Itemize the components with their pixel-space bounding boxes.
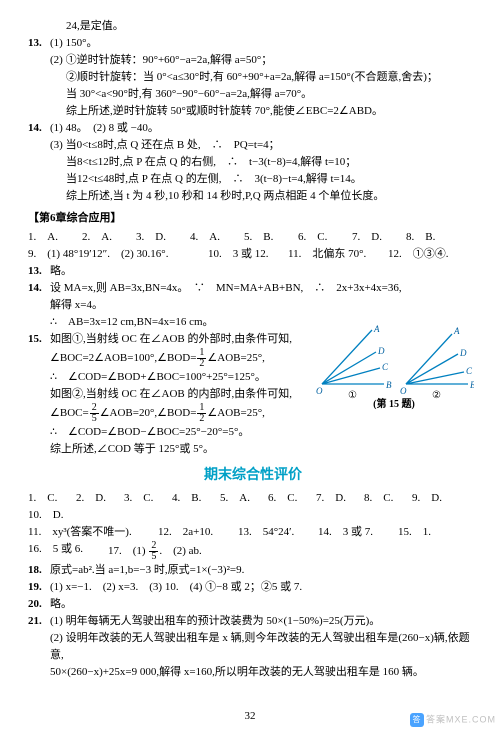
ans: 10. 3 或 12. xyxy=(208,246,288,263)
q-body: (1) 48。 (2) 8 或 −40。 xyxy=(50,120,478,137)
q14: 14. 设 MA=x,则 AB=3x,BN=4x。 ∵ MN=MA+AB+BN,… xyxy=(28,280,478,297)
answer-row: 1. C. 2. D. 3. C. 4. B. 5. A. 6. C. 7. D… xyxy=(28,490,478,507)
q-number: 13. xyxy=(28,35,50,52)
section-title: 【第6章综合应用】 xyxy=(28,210,478,227)
ans: 8. B. xyxy=(406,229,460,246)
ans: 4. B. xyxy=(172,490,220,507)
ans: 1. C. xyxy=(28,490,76,507)
q13: 13. 略。 xyxy=(28,263,478,280)
ans: 5. B. xyxy=(244,229,298,246)
fraction: 12 xyxy=(196,403,207,424)
answer-row: 1. A. 2. A. 3. D. 4. A. 5. B. 6. C. 7. D… xyxy=(28,229,478,246)
text-line: 综上所述,逆时针旋转 50°或顺时针旋转 70°,能使∠EBC=2∠ABD。 xyxy=(28,103,478,120)
q-number: 15. xyxy=(28,331,50,348)
answer-row: 10. D. xyxy=(28,507,478,524)
svg-text:O: O xyxy=(316,386,323,396)
fraction: 25 xyxy=(148,541,159,562)
q19: 19. (1) x=−1. (2) x=3. (3) 10. (4) ①−8 或… xyxy=(28,579,478,596)
watermark-icon: 答 xyxy=(410,713,424,727)
text-line: 当 30°<a<90°时,有 360°−90°−60°−a=2a,解得 a=70… xyxy=(28,86,478,103)
svg-text:C: C xyxy=(466,366,473,376)
ans: 1. A. xyxy=(28,229,82,246)
q-number: 13. xyxy=(28,263,50,280)
q-body: 原式=ab².当 a=1,b=−3 时,原式=1×(−3)²=9. xyxy=(50,562,478,579)
ans: 11. 北偏东 70°. xyxy=(288,246,388,263)
q-body: 略。 xyxy=(50,596,478,613)
ans: 15. 1. xyxy=(398,524,431,541)
q-number: 14. xyxy=(28,120,50,137)
ans: 17. (1) 25. (2) ab. xyxy=(108,541,202,562)
q-number: 21. xyxy=(28,613,50,630)
ans: 12. 2a+10. xyxy=(158,524,238,541)
fraction: 12 xyxy=(196,348,207,369)
figure-svg: A D C B O ① A D C B O ② xyxy=(314,324,474,400)
q-number: 18. xyxy=(28,562,50,579)
answer-row: 16. 5 或 6. 17. (1) 25. (2) ab. xyxy=(28,541,478,562)
ans: 11. xy³(答案不唯一). xyxy=(28,524,158,541)
answer-row: 11. xy³(答案不唯一). 12. 2a+10. 13. 54°24′. 1… xyxy=(28,524,478,541)
q-body: 设 MA=x,则 AB=3x,BN=4x。 ∵ MN=MA+AB+BN, ∴ 2… xyxy=(50,280,478,297)
svg-text:A: A xyxy=(453,326,460,336)
svg-text:O: O xyxy=(400,386,407,396)
fraction: 25 xyxy=(89,403,100,424)
q13: 13. (1) 150°。 xyxy=(28,35,478,52)
answer-row: 9. (1) 48°19′12″. (2) 30.16°. 10. 3 或 12… xyxy=(28,246,478,263)
figure-15: A D C B O ① A D C B O ② (第 15 题) xyxy=(314,324,474,410)
ans: 14. 3 或 7. xyxy=(318,524,398,541)
q21: 21. (1) 明年每辆无人驾驶出租车的预计改装费为 50×(1−50%)=25… xyxy=(28,613,478,630)
text-line: ②顺时针旋转：当 0°<a≤30°时,有 60°+90°+a=2a,解得 a=1… xyxy=(28,69,478,86)
ans: 10. D. xyxy=(28,507,82,524)
text-line: 24,是定值。 xyxy=(28,18,478,35)
text-line: 综上所述,当 t 为 4 秒,10 秒和 14 秒时,P,Q 两点相距 4 个单… xyxy=(28,188,478,205)
text-line: (2) 设明年改装的无人驾驶出租车是 x 辆,则今年改装的无人驾驶出租车是(26… xyxy=(28,630,478,664)
ans: 6. C. xyxy=(268,490,316,507)
q-body: (1) 明年每辆无人驾驶出租车的预计改装费为 50×(1−50%)=25(万元)… xyxy=(50,613,478,630)
q20: 20. 略。 xyxy=(28,596,478,613)
svg-text:B: B xyxy=(470,380,474,390)
text-line: 综上所述,∠COD 等于 125°或 5°。 xyxy=(28,441,478,458)
ans: 3. C. xyxy=(124,490,172,507)
svg-text:D: D xyxy=(377,346,385,356)
text-line: (3) 当0<t≤8时,点 Q 还在点 B 处, ∴ PQ=t=4； xyxy=(28,137,478,154)
ans: 5. A. xyxy=(220,490,268,507)
ans: 2. A. xyxy=(82,229,136,246)
q14: 14. (1) 48。 (2) 8 或 −40。 xyxy=(28,120,478,137)
ans: 9. (1) 48°19′12″. (2) 30.16°. xyxy=(28,246,208,263)
exam-title: 期末综合性评价 xyxy=(28,464,478,486)
watermark: 答答案MXE.COM xyxy=(410,713,496,727)
ans: 2. D. xyxy=(76,490,124,507)
ans: 13. 54°24′. xyxy=(238,524,318,541)
ans: 4. A. xyxy=(190,229,244,246)
text-line: 当8<t≤12时,点 P 在点 Q 的右侧, ∴ t−3(t−8)=4,解得 t… xyxy=(28,154,478,171)
ans: 16. 5 或 6. xyxy=(28,541,108,562)
ans: 6. C. xyxy=(298,229,352,246)
q-body: 略。 xyxy=(50,263,478,280)
q-number: 19. xyxy=(28,579,50,596)
ans: 9. D. xyxy=(412,490,460,507)
ans: 12. ①③④. xyxy=(388,246,449,263)
q-body: (1) x=−1. (2) x=3. (3) 10. (4) ①−8 或 2；②… xyxy=(50,579,478,596)
q18: 18. 原式=ab².当 a=1,b=−3 时,原式=1×(−3)²=9. xyxy=(28,562,478,579)
q-number: 14. xyxy=(28,280,50,297)
svg-text:C: C xyxy=(382,362,389,372)
text-line: 当12<t≤48时,点 P 在点 Q 的左侧, ∴ 3(t−8)−t=4,解得 … xyxy=(28,171,478,188)
ans: 7. D. xyxy=(316,490,364,507)
svg-text:B: B xyxy=(386,380,392,390)
text-line: 解得 x=4。 xyxy=(28,297,478,314)
q-body: (1) 150°。 xyxy=(50,35,478,52)
figure-caption: (第 15 题) xyxy=(314,397,474,413)
ans: 7. D. xyxy=(352,229,406,246)
ans: 8. C. xyxy=(364,490,412,507)
ans: 3. D. xyxy=(136,229,190,246)
q-number: 20. xyxy=(28,596,50,613)
svg-text:A: A xyxy=(373,324,380,334)
text-line: 50×(260−x)+25x=9 000,解得 x=160,所以明年改装的无人驾… xyxy=(28,664,478,681)
text-line: (2) ①逆时针旋转：90°+60°−a=2a,解得 a=50°； xyxy=(28,52,478,69)
text-line: ∴ ∠COD=∠BOD−∠BOC=25°−20°=5°。 xyxy=(28,424,478,441)
svg-text:D: D xyxy=(459,348,467,358)
